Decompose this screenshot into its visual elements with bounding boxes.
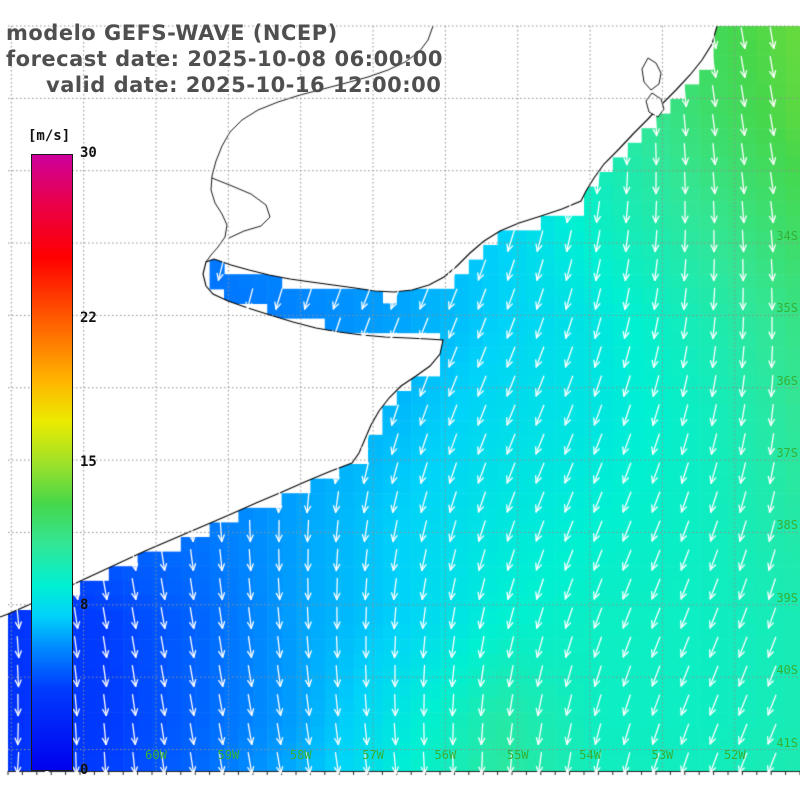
lon-label: 55W	[506, 748, 529, 762]
lon-label: 60W	[145, 748, 167, 762]
lon-label: 59W	[217, 748, 240, 762]
title-forecast-date-line: forecast date: 2025-10-08 06:00:00	[6, 47, 443, 71]
lon-label: 52W	[723, 748, 746, 762]
colorbar-tick: 0	[80, 762, 89, 778]
lat-label: 34S	[776, 229, 798, 244]
colorbar-unit-label: [m/s]	[28, 128, 71, 144]
lon-label: 58W	[289, 748, 312, 762]
colorbar	[31, 154, 73, 771]
lon-label: 54W	[579, 748, 601, 762]
colorbar-tick: 22	[80, 309, 97, 326]
lat-label: 37S	[776, 446, 798, 461]
lat-label: 35S	[776, 301, 798, 316]
colorbar-tick: 15	[80, 453, 97, 470]
title-block: modelo GEFS-WAVE (NCEP) forecast date: 2…	[6, 20, 443, 98]
lon-label: 57W	[362, 748, 384, 762]
title-model-line: modelo GEFS-WAVE (NCEP)	[6, 21, 338, 45]
lon-label: 53W	[651, 748, 674, 762]
title-valid-date-line: valid date: 2025-10-16 12:00:00	[46, 73, 442, 97]
colorbar-tick: 30	[80, 145, 97, 161]
lat-label: 39S	[776, 590, 798, 605]
lat-label: 40S	[776, 663, 798, 678]
colorbar-tick: 8	[80, 597, 89, 614]
lat-label: 36S	[776, 373, 798, 388]
lat-label: 41S	[776, 735, 798, 750]
lon-label: 56W	[434, 748, 457, 762]
lat-label: 38S	[776, 518, 798, 533]
